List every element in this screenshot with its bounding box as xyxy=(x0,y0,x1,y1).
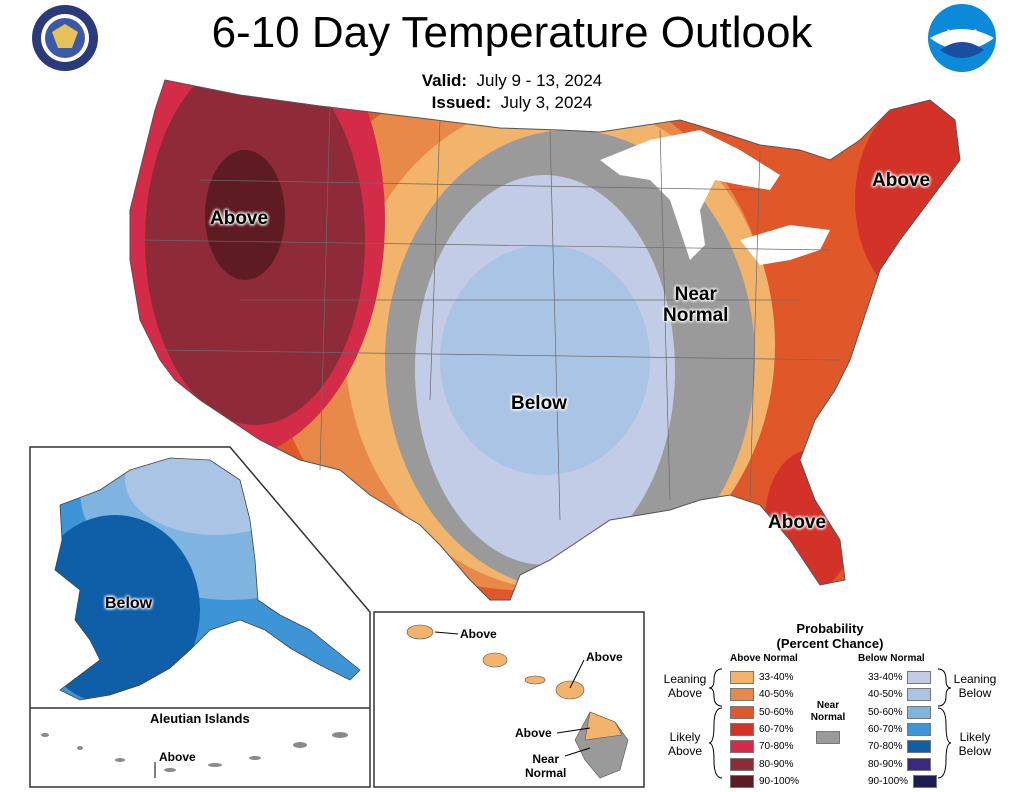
legend-leaning-above: Leaning Above xyxy=(663,672,707,700)
label-hawaii-above-2: Above xyxy=(586,650,623,664)
legend-above-swatch xyxy=(730,722,754,736)
legend-above-range: 70-80% xyxy=(759,741,794,753)
legend-below-swatch xyxy=(907,688,932,702)
legend-below-range: 80-90% xyxy=(868,758,903,770)
legend-above-range: 90-100% xyxy=(759,775,800,787)
legend-above-header: Above Normal xyxy=(730,653,798,664)
label-west-above: Above xyxy=(210,208,269,229)
legend-below-row: 33-40% xyxy=(868,671,932,684)
label-northeast-above: Above xyxy=(872,170,931,191)
hawaii-islands xyxy=(406,624,629,779)
hawaii-inset-frame xyxy=(373,611,645,788)
legend-above-row: 90-100% xyxy=(730,774,800,788)
commerce-seal-icon xyxy=(32,5,98,71)
issued-value: July 3, 2024 xyxy=(500,93,593,112)
aleutian-islands xyxy=(41,732,348,772)
legend-below-range: 33-40% xyxy=(868,672,903,683)
label-hawaii-near-normal: Near Normal xyxy=(525,752,567,780)
label-hawaii-above-3: Above xyxy=(515,726,552,740)
legend-below-swatch xyxy=(907,705,932,719)
legend-below-row: 90-100% xyxy=(868,774,938,788)
map-title: 6-10 Day Temperature Outlook xyxy=(211,8,813,57)
legend-above-swatch xyxy=(730,705,754,719)
legend-above-range: 80-90% xyxy=(759,758,794,770)
legend-likely-above: Likely Above xyxy=(667,730,703,758)
legend-near-normal-label: Near Normal xyxy=(810,700,846,723)
legend-below-range: 40-50% xyxy=(868,689,903,701)
legend-below-swatch xyxy=(907,757,932,771)
legend-above-row: 60-70% xyxy=(730,722,794,736)
legend-above-swatch xyxy=(730,671,754,684)
legend-below-row: 40-50% xyxy=(868,688,932,702)
legend-below-swatch xyxy=(907,722,932,736)
legend-title: Probability (Percent Chance) xyxy=(776,621,884,651)
issued-label: Issued: xyxy=(431,93,492,112)
legend-below-range: 50-60% xyxy=(868,706,903,718)
legend-above-range: 40-50% xyxy=(759,689,794,701)
alaska-inset-frame xyxy=(29,446,371,788)
legend-above-row: 40-50% xyxy=(730,688,794,702)
noaa-logo-text: NOAA xyxy=(946,28,980,40)
legend-likely-below: Likely Below xyxy=(958,730,992,758)
legend-below-row: 50-60% xyxy=(868,705,932,719)
label-southeast-above: Above xyxy=(768,512,827,533)
legend-below-range: 90-100% xyxy=(868,775,909,787)
legend-above-row: 70-80% xyxy=(730,740,794,754)
label-central-below: Below xyxy=(511,393,567,414)
legend-above-row: 50-60% xyxy=(730,705,794,719)
legend-above-range: 33-40% xyxy=(759,672,794,683)
valid-line: Valid: July 9 - 13, 2024 xyxy=(0,71,1024,91)
legend-above-range: 50-60% xyxy=(759,706,794,718)
state-borders xyxy=(139,105,841,521)
legend-above-range: 60-70% xyxy=(759,723,794,735)
legend-below-row: 80-90% xyxy=(868,757,932,771)
legend-below-range: 60-70% xyxy=(868,723,903,735)
legend-above-swatch xyxy=(730,688,754,702)
label-alaska-below: Below xyxy=(105,595,153,612)
legend-below-swatch xyxy=(907,671,932,684)
legend-below-header: Below Normal xyxy=(858,653,925,664)
label-hawaii-above-1: Above xyxy=(460,627,497,641)
legend-above-swatch xyxy=(730,740,754,754)
legend-above-row: 33-40% xyxy=(730,671,793,684)
issued-line: Issued: July 3, 2024 xyxy=(0,93,1024,113)
noaa-logo-icon xyxy=(928,4,996,72)
aleutian-title: Aleutian Islands xyxy=(150,711,250,726)
legend-above-swatch xyxy=(730,757,754,771)
legend-below-row: 70-80% xyxy=(868,740,932,754)
legend-below-swatch xyxy=(913,774,938,788)
legend-above-row: 80-90% xyxy=(730,757,794,771)
valid-label: Valid: xyxy=(421,71,468,90)
legend-below-row: 60-70% xyxy=(868,722,932,736)
legend-below-range: 70-80% xyxy=(868,741,903,753)
label-aleutian-above: Above xyxy=(159,750,196,764)
legend-near-normal-swatch xyxy=(816,731,840,744)
legend-leaning-below: Leaning Below xyxy=(953,672,997,700)
valid-value: July 9 - 13, 2024 xyxy=(476,71,603,90)
label-near-normal: Near Normal xyxy=(663,284,729,326)
legend-below-swatch xyxy=(907,740,932,754)
legend-above-swatch xyxy=(730,774,754,788)
